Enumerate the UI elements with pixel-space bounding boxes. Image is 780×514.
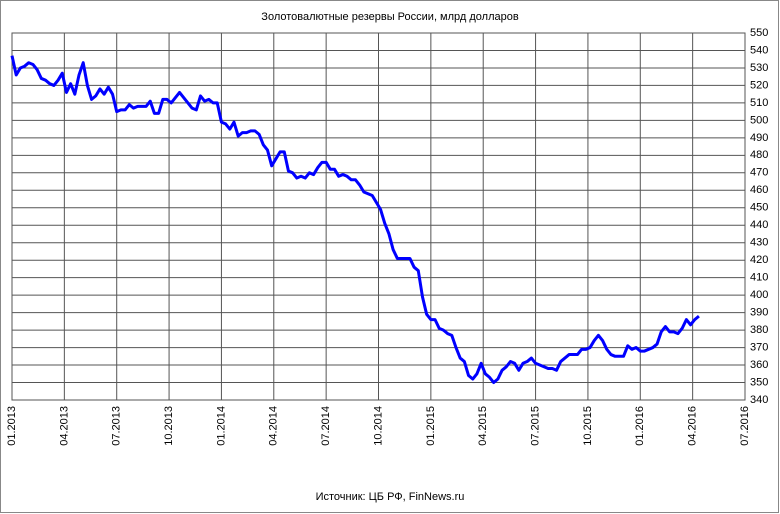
y-tick-label: 350 xyxy=(750,376,768,388)
y-tick-label: 550 xyxy=(750,27,768,39)
y-tick-label: 500 xyxy=(750,114,768,126)
y-tick-label: 400 xyxy=(750,289,768,301)
y-tick-label: 420 xyxy=(750,254,768,266)
y-tick-label: 360 xyxy=(750,359,768,371)
y-tick-label: 510 xyxy=(750,97,768,109)
y-tick-label: 530 xyxy=(750,62,768,74)
x-tick-label: 07.2013 xyxy=(111,406,123,446)
x-tick-label: 01.2015 xyxy=(425,406,437,446)
y-tick-label: 410 xyxy=(750,272,768,284)
x-tick-label: 01.2013 xyxy=(6,406,18,446)
x-tick-label: 04.2015 xyxy=(477,406,489,446)
x-tick-label: 10.2014 xyxy=(372,406,384,446)
plot-frame xyxy=(11,32,746,401)
y-tick-label: 440 xyxy=(750,219,768,231)
x-tick-label: 04.2014 xyxy=(268,406,280,446)
y-tick-label: 430 xyxy=(750,237,768,249)
x-tick-label: 10.2013 xyxy=(163,406,175,446)
y-tick-label: 470 xyxy=(750,167,768,179)
x-tick-label: 10.2015 xyxy=(582,406,594,446)
y-tick-label: 520 xyxy=(750,79,768,91)
source-note: Источник: ЦБ РФ, FinNews.ru xyxy=(316,491,465,503)
x-tick-label: 04.2013 xyxy=(58,406,70,446)
x-tick-label: 04.2016 xyxy=(687,406,699,446)
y-tick-label: 460 xyxy=(750,184,768,196)
data-line xyxy=(10,55,700,385)
y-tick-label: 370 xyxy=(750,341,768,353)
chart-title: Золотовалютные резервы России, млрд долл… xyxy=(261,11,519,23)
x-tick-label: 07.2016 xyxy=(739,406,751,446)
y-tick-label: 380 xyxy=(750,324,768,336)
y-tick-label: 340 xyxy=(750,394,768,406)
y-tick-label: 450 xyxy=(750,202,768,214)
x-tick-label: 07.2014 xyxy=(320,406,332,446)
y-tick-label: 480 xyxy=(750,149,768,161)
x-tick-label: 01.2016 xyxy=(634,406,646,446)
y-tick-label: 490 xyxy=(750,132,768,144)
y-tick-label: 540 xyxy=(750,44,768,56)
x-tick-label: 01.2014 xyxy=(215,406,227,446)
y-tick-label: 390 xyxy=(750,307,768,319)
x-tick-label: 07.2015 xyxy=(529,406,541,446)
